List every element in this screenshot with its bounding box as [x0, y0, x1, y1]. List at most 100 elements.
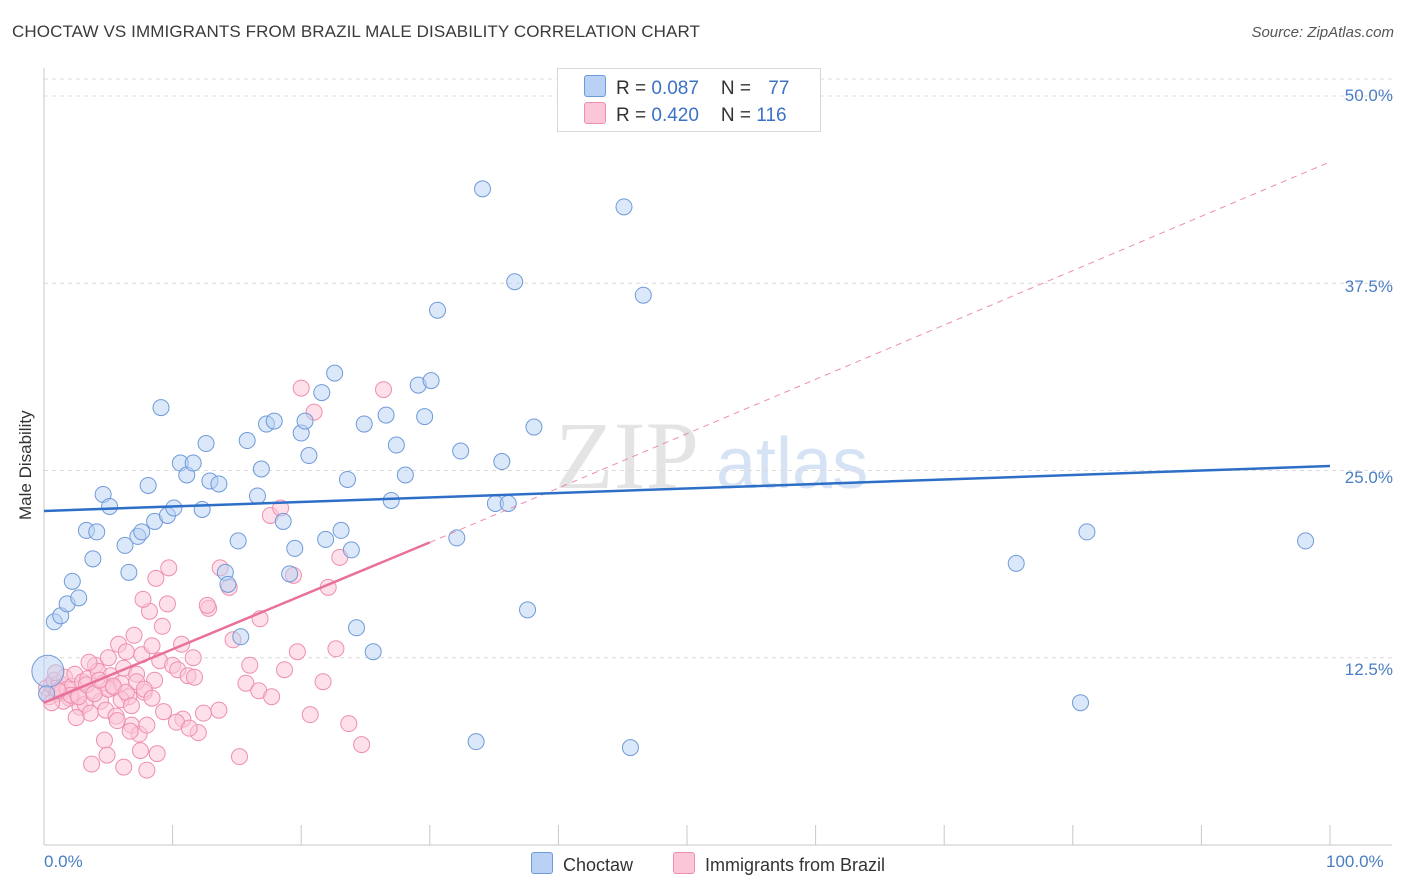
brazil-point — [185, 668, 203, 686]
brazil-point — [198, 596, 216, 614]
brazil-point — [263, 688, 281, 706]
brazil-point — [340, 715, 358, 733]
brazil-trend-extension — [429, 161, 1331, 543]
choctaw-point — [338, 470, 356, 488]
choctaw-point — [429, 301, 447, 319]
brazil-point — [194, 704, 212, 722]
choctaw-point — [300, 447, 318, 465]
choctaw-point — [452, 442, 470, 460]
choctaw-point — [332, 521, 350, 539]
y-tick-label: 50.0% — [1344, 86, 1393, 105]
brazil-point — [138, 716, 156, 734]
choctaw-point — [422, 372, 440, 390]
brazil-point — [143, 689, 161, 707]
choctaw-point — [139, 476, 157, 494]
choctaw-point — [493, 453, 511, 471]
choctaw-point — [506, 273, 524, 291]
brazil-point — [138, 761, 156, 779]
brazil-point — [184, 649, 202, 667]
brazil-point — [375, 381, 393, 399]
y-tick-label: 12.5% — [1344, 660, 1393, 679]
choctaw-trend-line — [43, 464, 1331, 513]
brazil-point — [148, 745, 166, 763]
brazil-point — [122, 697, 140, 715]
brazil-point — [314, 673, 332, 691]
choctaw-point — [120, 563, 138, 581]
stats-legend: R = 0.087 N = 77 R = 0.420 N = 116 — [557, 68, 821, 132]
choctaw-point — [474, 180, 492, 198]
y-tick-label: 25.0% — [1344, 468, 1393, 487]
choctaw-point — [317, 530, 335, 548]
choctaw-point — [448, 529, 466, 547]
brazil-point — [275, 661, 293, 679]
choctaw-point — [396, 466, 414, 484]
choctaw-point — [382, 491, 400, 509]
choctaw-point — [1078, 523, 1096, 541]
choctaw-point — [296, 412, 314, 430]
brazil-point — [80, 653, 98, 671]
brazil-point — [210, 701, 228, 719]
brazil-point — [125, 626, 143, 644]
brazil-point — [153, 617, 171, 635]
brazil-point — [99, 649, 117, 667]
brazil-point — [180, 719, 198, 737]
blue-swatch-icon — [584, 75, 606, 97]
chart-title: CHOCTAW VS IMMIGRANTS FROM BRAZIL MALE D… — [12, 22, 701, 41]
x-tick-label: 0.0% — [44, 852, 83, 871]
choctaw-point — [165, 499, 183, 517]
legend-item-choctaw: Choctaw — [531, 852, 633, 876]
choctaw-point — [116, 536, 134, 554]
legend-row-brazil: R = 0.420 N = 116 — [584, 102, 787, 127]
choctaw-point — [210, 475, 228, 493]
choctaw-point — [286, 539, 304, 557]
choctaw-point — [525, 418, 543, 436]
brazil-point — [158, 595, 176, 613]
choctaw-point — [133, 523, 151, 541]
choctaw-point — [274, 512, 292, 530]
brazil-point — [230, 748, 248, 766]
legend-item-brazil: Immigrants from Brazil — [673, 852, 885, 876]
choctaw-point — [84, 550, 102, 568]
choctaw-point — [232, 628, 250, 646]
brazil-point — [67, 709, 85, 727]
brazil-point — [95, 731, 113, 749]
choctaw-point — [1007, 554, 1025, 572]
brazil-trend-line — [43, 541, 431, 704]
brazil-point — [143, 637, 161, 655]
choctaw-point — [88, 523, 106, 541]
pink-swatch-icon — [584, 102, 606, 124]
choctaw-point — [519, 601, 537, 619]
source-label: Source: ZipAtlas.com — [1251, 24, 1394, 41]
choctaw-point — [313, 384, 331, 402]
choctaw-point — [101, 497, 119, 515]
pink-swatch-icon — [673, 852, 695, 874]
choctaw-point — [281, 565, 299, 583]
brazil-point — [115, 758, 133, 776]
choctaw-point — [634, 286, 652, 304]
choctaw-point — [229, 532, 247, 550]
brazil-point — [353, 736, 371, 754]
brazil-point — [108, 712, 126, 730]
choctaw-point — [621, 739, 639, 757]
choctaw-point — [193, 500, 211, 518]
choctaw-point — [265, 412, 283, 430]
y-tick-label: 37.5% — [1344, 277, 1393, 296]
choctaw-point — [326, 364, 344, 382]
choctaw-point — [1297, 532, 1315, 550]
choctaw-point — [416, 408, 434, 426]
choctaw-point — [197, 435, 215, 453]
choctaw-point — [184, 454, 202, 472]
choctaw-point — [70, 589, 88, 607]
x-tick-label: 100.0% — [1326, 852, 1384, 871]
watermark-atlas: atlas — [716, 424, 868, 504]
choctaw-point — [377, 406, 395, 424]
choctaw-point — [238, 432, 256, 450]
brazil-point — [131, 742, 149, 760]
brazil-point — [147, 569, 165, 587]
choctaw-point — [248, 487, 266, 505]
choctaw-point — [219, 575, 237, 593]
brazil-point — [134, 590, 152, 608]
brazil-point — [160, 559, 178, 577]
choctaw-point — [615, 198, 633, 216]
